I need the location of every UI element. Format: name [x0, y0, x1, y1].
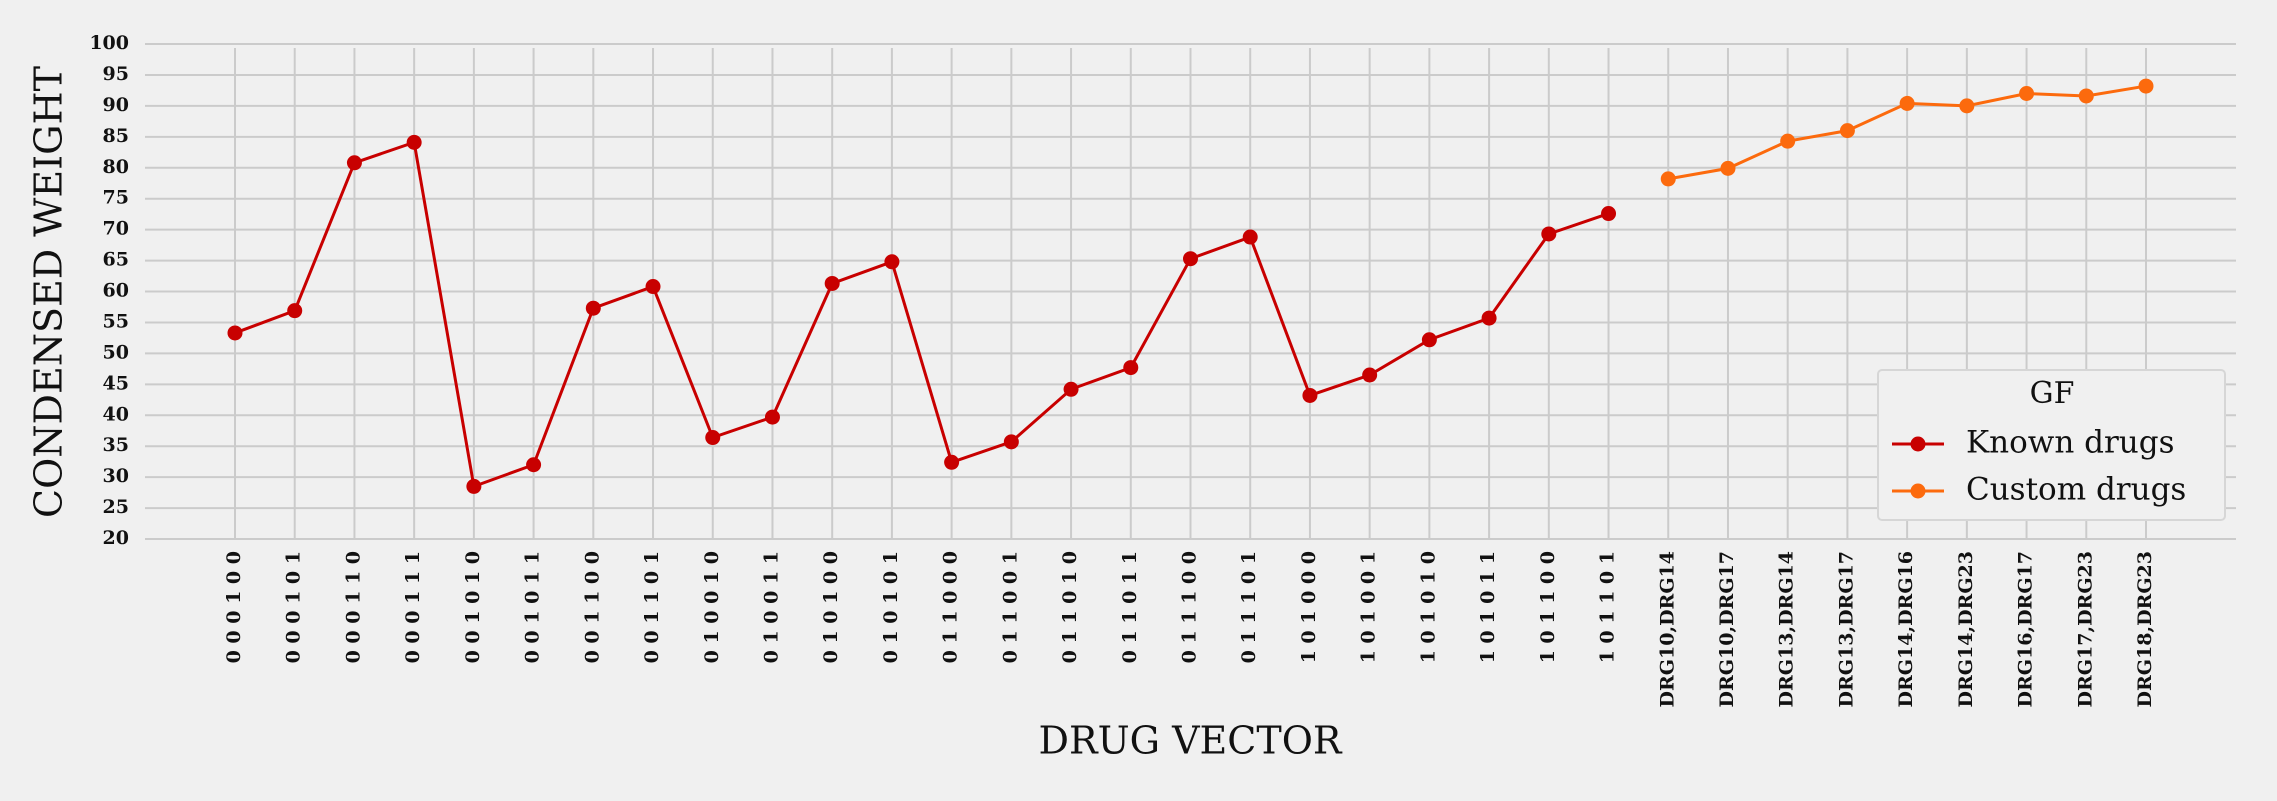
point — [526, 457, 542, 473]
point — [944, 454, 960, 470]
point — [2138, 78, 2154, 94]
point — [1839, 123, 1855, 139]
x-tick-label: DRG18,DRG23 — [2134, 551, 2156, 707]
x-tick-label: DRG17,DRG23 — [2074, 551, 2096, 707]
x-tick-label: DRG10,DRG17 — [1716, 551, 1738, 707]
point — [1959, 98, 1975, 114]
x-tick-label: 0 1 0 1 0 1 — [880, 551, 902, 663]
point — [406, 134, 422, 150]
x-tick-label: 1 0 1 1 0 1 — [1597, 551, 1619, 663]
legend-box — [1877, 369, 2226, 521]
point — [1242, 229, 1258, 245]
y-tick-label: 30 — [103, 465, 129, 487]
x-tick-label: 0 0 0 1 0 1 — [283, 551, 305, 663]
point — [1899, 95, 1915, 111]
x-tick-label: 0 0 1 0 1 1 — [522, 551, 544, 663]
y-tick-label: 85 — [103, 125, 129, 147]
point — [2019, 86, 2035, 101]
x-tick-label: 0 0 0 1 1 1 — [402, 551, 424, 663]
x-tick-label: 0 1 0 0 1 0 — [701, 551, 723, 663]
y-tick-label: 75 — [103, 187, 129, 209]
x-tick-label: DRG13,DRG17 — [1835, 551, 1857, 707]
point — [1660, 171, 1676, 187]
point — [764, 409, 780, 425]
legend-label: Known drugs — [1966, 425, 2175, 461]
x-tick-label: 1 0 1 1 0 0 — [1537, 551, 1559, 663]
y-tick-label: 100 — [89, 32, 129, 54]
x-tick-label: 0 1 1 1 0 0 — [1179, 551, 1201, 663]
point — [2078, 88, 2094, 104]
y-tick-label: 55 — [103, 310, 129, 332]
x-tick-label: 0 1 0 0 1 1 — [760, 551, 782, 663]
point — [466, 478, 482, 494]
x-tick-label: DRG16,DRG17 — [2015, 551, 2037, 707]
x-tick-label: 0 1 0 1 0 0 — [820, 551, 842, 663]
x-tick-label: 0 1 1 0 0 0 — [940, 551, 962, 663]
legend-marker — [1910, 436, 1926, 452]
y-tick-label: 65 — [103, 249, 129, 271]
y-tick-label: 20 — [103, 527, 129, 549]
x-tick-label: 0 1 1 0 1 0 — [1059, 551, 1081, 663]
point — [1541, 226, 1557, 242]
point — [585, 300, 601, 316]
point — [1421, 332, 1437, 348]
point — [1302, 387, 1318, 403]
point — [1003, 434, 1019, 450]
y-tick-label: 40 — [103, 403, 129, 425]
y-axis-label: CONDENSED WEIGHT — [27, 66, 71, 518]
x-tick-label: 0 1 1 0 1 1 — [1119, 551, 1141, 663]
point — [645, 279, 661, 295]
point — [346, 155, 362, 171]
x-tick-label: DRG14,DRG16 — [1895, 551, 1917, 707]
point — [1362, 367, 1378, 383]
x-tick-label: 0 0 0 1 1 0 — [342, 551, 364, 663]
x-tick-label: 1 0 1 0 1 0 — [1417, 551, 1439, 663]
point — [287, 303, 303, 319]
y-tick-label: 60 — [103, 280, 129, 302]
x-tick-label: 0 0 1 1 0 0 — [581, 551, 603, 663]
point — [824, 275, 840, 291]
y-tick-label: 90 — [103, 94, 129, 116]
x-tick-label: DRG13,DRG14 — [1776, 551, 1798, 707]
point — [1183, 251, 1198, 267]
point — [227, 325, 243, 341]
series-line — [234, 140, 1610, 489]
x-tick-label: 0 1 1 0 0 1 — [999, 551, 1021, 663]
point — [705, 430, 721, 446]
legend-label: Custom drugs — [1966, 472, 2186, 508]
point — [1063, 381, 1079, 397]
y-tick-label: 50 — [103, 341, 129, 363]
x-tick-label: DRG14,DRG23 — [1955, 551, 1977, 707]
x-axis-label: DRUG VECTOR — [1039, 719, 1343, 763]
legend: GF Known drugs Custom drugs — [1877, 369, 2226, 521]
x-tick-label: 1 0 1 0 0 0 — [1298, 551, 1320, 663]
x-tick-label: 0 0 0 1 0 0 — [223, 551, 245, 663]
y-tick-label: 95 — [103, 63, 129, 85]
x-tick-label: 1 0 1 0 1 1 — [1477, 551, 1499, 663]
y-tick-label: 35 — [103, 434, 129, 456]
point — [1601, 206, 1617, 222]
x-tick-label: 0 1 1 1 0 1 — [1238, 551, 1260, 663]
y-tick-label: 70 — [103, 218, 129, 240]
x-tick-label: 0 0 1 0 1 0 — [462, 551, 484, 663]
x-tick-label: 0 0 1 1 0 1 — [641, 551, 663, 663]
legend-title: GF — [2030, 376, 2075, 411]
point — [1780, 133, 1796, 149]
y-tick-label: 45 — [103, 372, 129, 394]
y-tick-label: 25 — [103, 496, 129, 518]
x-tick-label: DRG10,DRG14 — [1656, 551, 1678, 707]
legend-marker — [1910, 483, 1926, 499]
point — [1123, 360, 1139, 376]
y-tick-label: 80 — [103, 156, 129, 178]
point — [1720, 160, 1736, 176]
point — [1481, 310, 1497, 326]
point — [884, 254, 900, 270]
x-tick-label: 1 0 1 0 0 1 — [1358, 551, 1380, 663]
